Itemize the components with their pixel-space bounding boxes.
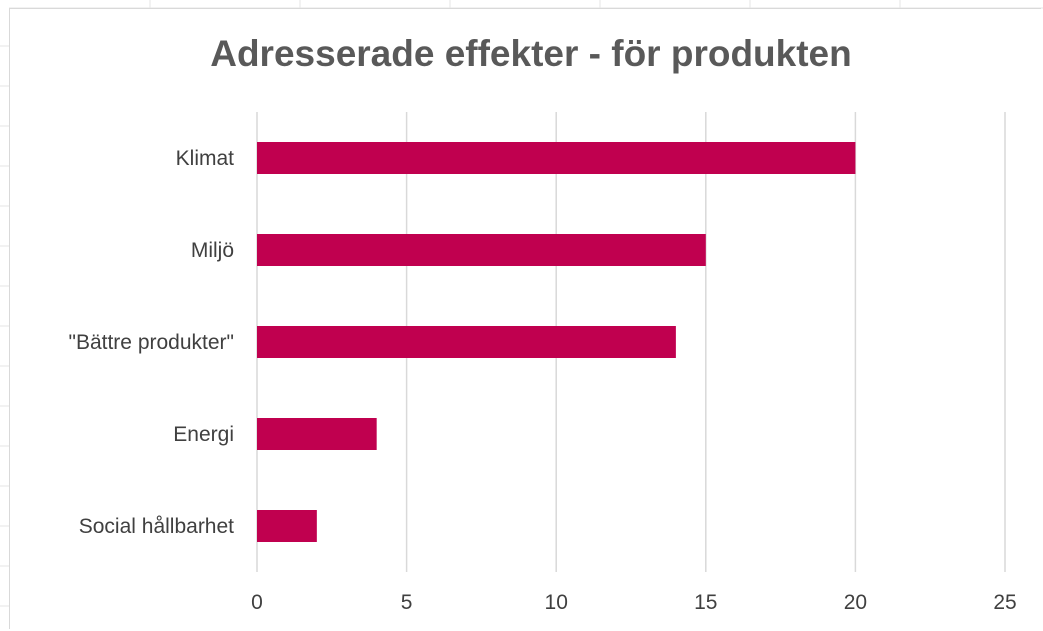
- x-tick-label: 20: [844, 591, 867, 614]
- category-label: Miljö: [191, 239, 234, 262]
- x-tick-label: 5: [401, 591, 413, 614]
- category-label: Social hållbarhet: [79, 515, 234, 538]
- category-label: "Bättre produkter": [69, 331, 235, 354]
- bar[interactable]: [257, 326, 676, 358]
- x-tick-label: 25: [993, 591, 1016, 614]
- x-tick-label: 10: [545, 591, 568, 614]
- bar[interactable]: [257, 418, 377, 450]
- x-tick-label: 15: [694, 591, 717, 614]
- bar[interactable]: [257, 234, 706, 266]
- x-tick-label: 0: [251, 591, 263, 614]
- category-label: Energi: [173, 423, 234, 446]
- bar[interactable]: [257, 510, 317, 542]
- bars: [257, 142, 856, 542]
- x-axis-tick-labels: 0 5 10 15 20 25: [251, 591, 1017, 614]
- category-labels: Klimat Miljö "Bättre produkter" Energi Socia…: [69, 147, 235, 538]
- chart-title: Adresserade effekter - för produkten: [210, 33, 852, 74]
- bar[interactable]: [257, 142, 856, 174]
- chart-area[interactable]: [9, 8, 1041, 629]
- category-label: Klimat: [176, 147, 235, 170]
